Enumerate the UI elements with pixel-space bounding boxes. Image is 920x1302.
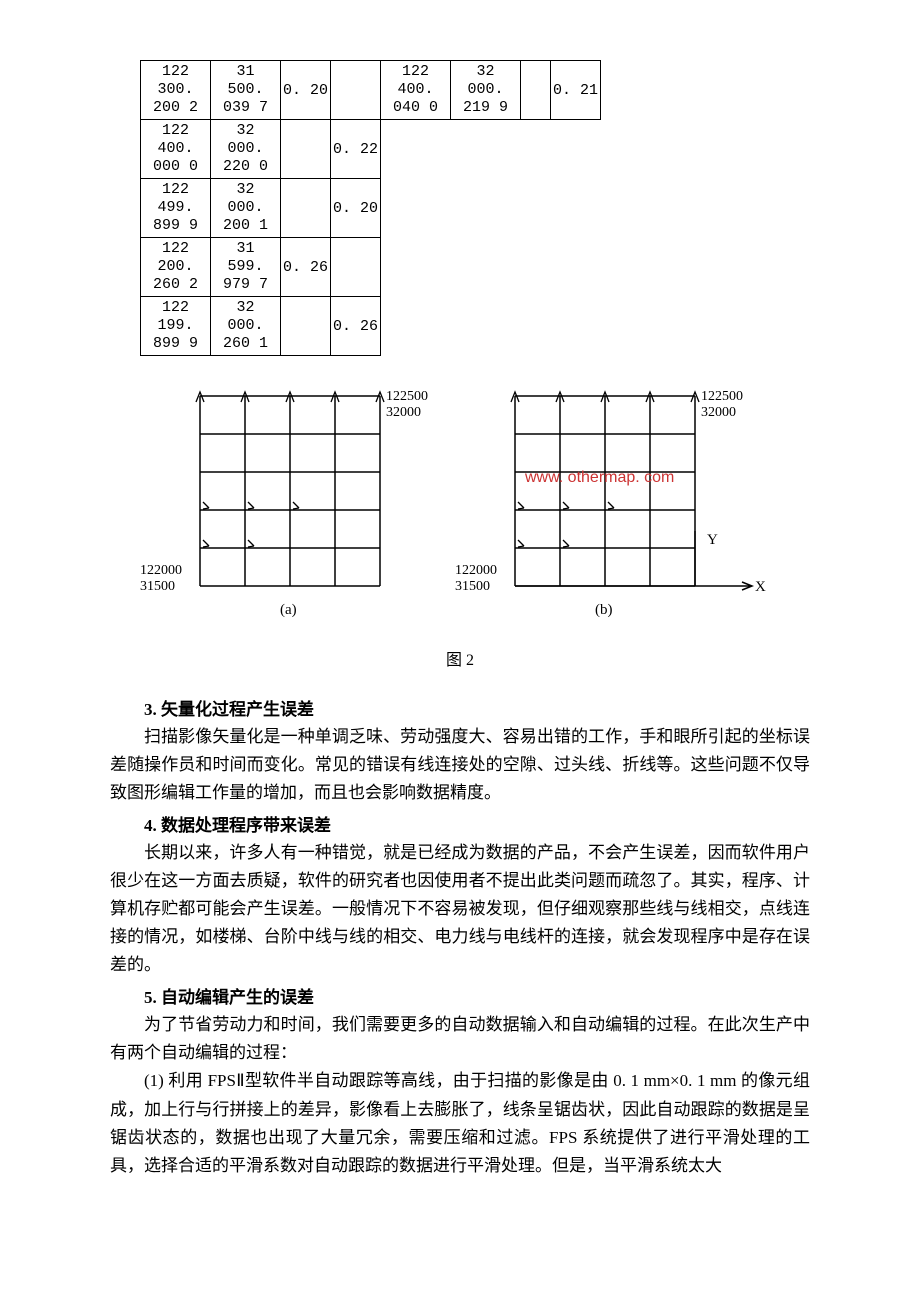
table-cell: 0. 20 [281, 61, 331, 120]
svg-text:31500: 31500 [455, 579, 490, 594]
table-cell [521, 238, 551, 297]
table-cell [451, 238, 521, 297]
para-5a: 为了节省劳动力和时间，我们需要更多的自动数据输入和自动编辑的过程。在此次生产中有… [110, 1011, 810, 1067]
table-cell: 32000. 260 1 [211, 297, 281, 356]
table-cell: 32000. 200 1 [211, 179, 281, 238]
svg-text:32000: 32000 [701, 405, 736, 420]
table-cell [521, 120, 551, 179]
table-cell: 31500. 039 7 [211, 61, 281, 120]
table-cell: 32000. 220 0 [211, 120, 281, 179]
table-cell: 122199. 899 9 [141, 297, 211, 356]
svg-text:31500: 31500 [140, 579, 175, 594]
table-cell: 122400. 000 0 [141, 120, 211, 179]
table-cell [551, 120, 601, 179]
figure-2: 1225003200012200031500122500320001220003… [110, 376, 810, 631]
table-cell: 0. 21 [551, 61, 601, 120]
table-cell: 32000. 219 9 [451, 61, 521, 120]
svg-text:www. othermap. com: www. othermap. com [524, 469, 674, 486]
table-cell [381, 120, 451, 179]
document-page: 122300. 200 231500. 039 70. 20122400. 04… [0, 0, 920, 1240]
table-cell [451, 179, 521, 238]
table-cell [451, 120, 521, 179]
svg-text:(a): (a) [280, 602, 297, 618]
figure-caption: 图 2 [110, 646, 810, 670]
table-cell [381, 179, 451, 238]
table-cell: 0. 26 [331, 297, 381, 356]
svg-text:122500: 122500 [701, 389, 743, 404]
table-cell: 0. 22 [331, 120, 381, 179]
table-cell [551, 238, 601, 297]
table-cell [281, 120, 331, 179]
svg-text:(b): (b) [595, 602, 613, 618]
heading-5: 5. 自动编辑产生的误差 [110, 983, 810, 1008]
table-cell [521, 297, 551, 356]
table-cell: 122499. 899 9 [141, 179, 211, 238]
para-5b: (1) 利用 FPSⅡ型软件半自动跟踪等高线，由于扫描的影像是由 0. 1 mm… [110, 1067, 810, 1179]
svg-text:122000: 122000 [455, 563, 497, 578]
heading-3: 3. 矢量化过程产生误差 [110, 695, 810, 720]
table-cell [521, 179, 551, 238]
svg-text:32000: 32000 [386, 405, 421, 420]
table-cell: 0. 20 [331, 179, 381, 238]
table-cell [331, 61, 381, 120]
table-cell: 0. 26 [281, 238, 331, 297]
heading-4: 4. 数据处理程序带来误差 [110, 811, 810, 836]
table-cell [281, 297, 331, 356]
figure-2-svg: 1225003200012200031500122500320001220003… [130, 376, 790, 626]
table-cell: 122400. 040 0 [381, 61, 451, 120]
data-table: 122300. 200 231500. 039 70. 20122400. 04… [140, 60, 601, 356]
table-cell [381, 297, 451, 356]
table-cell: 31599. 979 7 [211, 238, 281, 297]
svg-text:122000: 122000 [140, 563, 182, 578]
table-cell [281, 179, 331, 238]
table-cell [521, 61, 551, 120]
table-cell: 122200. 260 2 [141, 238, 211, 297]
para-4: 长期以来，许多人有一种错觉，就是已经成为数据的产品，不会产生误差，因而软件用户很… [110, 839, 810, 979]
para-3: 扫描影像矢量化是一种单调乏味、劳动强度大、容易出错的工作，手和眼所引起的坐标误差… [110, 723, 810, 807]
svg-text:Y: Y [707, 532, 718, 548]
svg-text:X: X [755, 579, 766, 595]
svg-text:122500: 122500 [386, 389, 428, 404]
table-cell [331, 238, 381, 297]
table-cell [381, 238, 451, 297]
table-cell [551, 297, 601, 356]
table-cell [551, 179, 601, 238]
table-cell [451, 297, 521, 356]
table-cell: 122300. 200 2 [141, 61, 211, 120]
